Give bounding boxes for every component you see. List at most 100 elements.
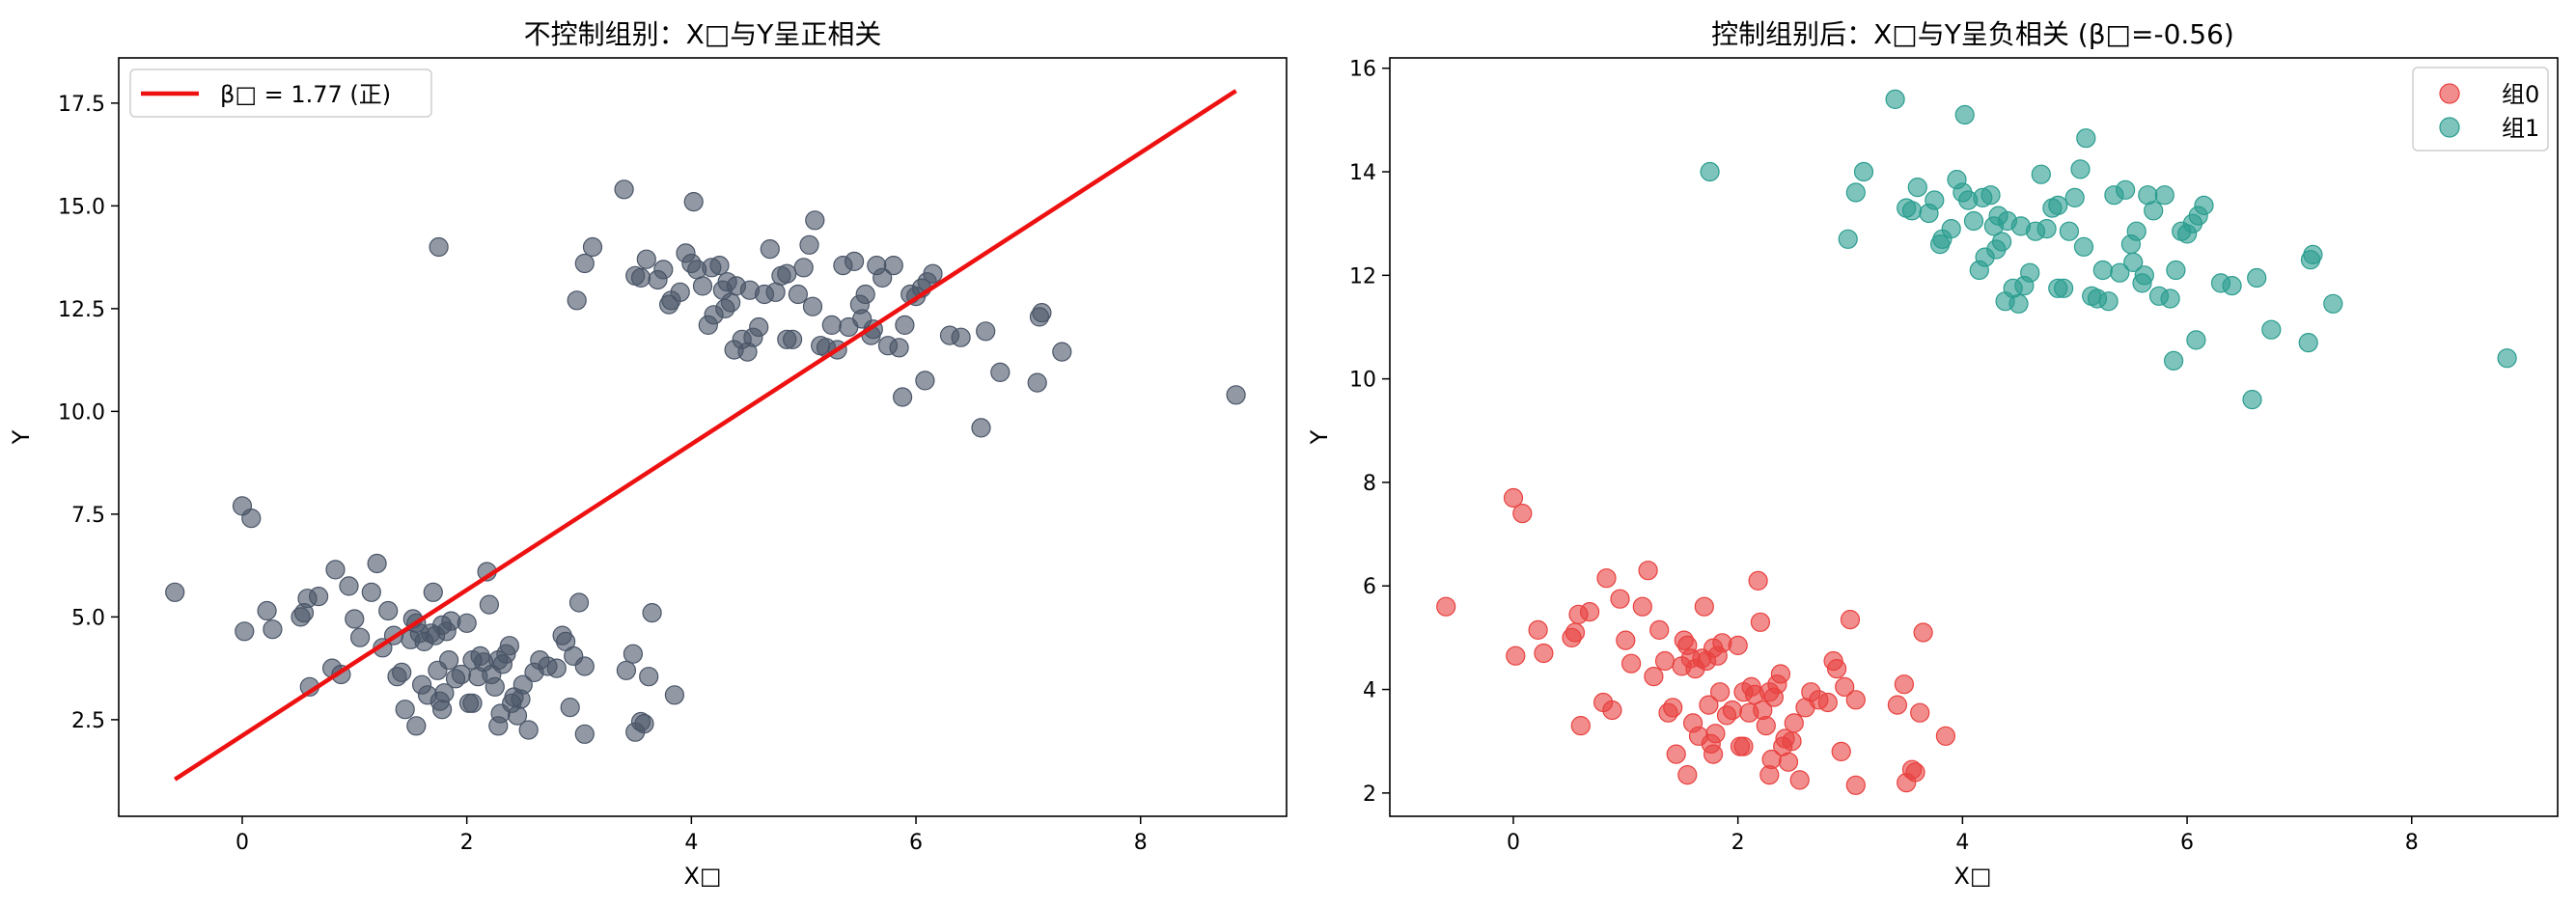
right-scatter-point-s0-86: [1703, 744, 1724, 764]
left-scatter-point-s0-92: [614, 179, 634, 200]
right-scatter-point-s0-82: [1913, 622, 1933, 643]
right-scatter-point-s0-7: [1565, 622, 1586, 643]
right-scatter-point-s1-73: [2261, 319, 2282, 340]
right-x-tick-label-4: 8: [2405, 831, 2419, 855]
right-scatter-point-s0-85: [1677, 764, 1698, 785]
right-scatter-point-s1-70: [2222, 276, 2242, 296]
right-x-axis-ticks: 0 2 4 6 8: [1507, 816, 2419, 855]
right-scatter-point-s1-35: [2036, 219, 2057, 239]
left-scatter-point-s0-86: [432, 700, 453, 720]
right-scatter-point-s0-83: [1935, 726, 1956, 746]
right-scatter-point-s0-19: [1644, 666, 1664, 687]
right-legend-label-group0: 组0: [2502, 81, 2539, 108]
right-y-tick-label-4: 10: [1349, 369, 1376, 393]
right-x-tick-label-1: 2: [1731, 831, 1745, 855]
left-scatter-point-s0-33: [423, 582, 443, 602]
right-legend: 组0 组1: [2412, 67, 2549, 151]
left-scatter-point-s0-166: [1226, 385, 1246, 405]
right-scatter-point-s0-62: [1782, 731, 1802, 752]
left-scatter-point-s0-94: [630, 267, 651, 288]
right-scatter-point-s1-40: [2064, 187, 2085, 207]
left-y-axis-label: Y: [8, 429, 35, 445]
left-scatter-point-s0-5: [263, 619, 283, 640]
left-y-tick-label-3: 10.0: [58, 400, 105, 425]
left-scatter-point-s0-131: [805, 210, 825, 231]
right-scatter-point-s0-53: [1756, 715, 1776, 736]
right-scatter-point-s1-50: [2116, 179, 2136, 200]
right-scatter-point-s1-39: [2059, 221, 2079, 241]
left-scatter-point-s0-17: [361, 582, 381, 602]
left-scatter-point-s0-159: [971, 418, 991, 438]
left-scatter-point-s0-120: [749, 316, 769, 338]
right-scatter-point-s0-73: [1840, 609, 1861, 630]
right-scatter-point-s0-38: [1705, 724, 1726, 744]
right-scatter-point-s0-81: [1910, 702, 1930, 723]
right-scatter-point-s0-11: [1596, 568, 1617, 589]
right-y-tick-label-0: 2: [1363, 783, 1376, 807]
right-scatter-point-s0-12: [1602, 700, 1622, 721]
left-x-tick-label-0: 0: [235, 831, 249, 855]
left-scatter-point-s0-53: [485, 676, 505, 697]
right-scatter-point-s1-1: [1838, 229, 1858, 249]
left-scatter-point-s0-14: [345, 609, 365, 629]
right-scatter-point-s0-44: [1728, 635, 1748, 656]
right-scatter-point-s0-35: [1699, 695, 1719, 715]
right-scatter-point-s1-2: [1845, 182, 1866, 203]
right-scatter-point-s0-68: [1817, 692, 1838, 713]
left-scatter-point-s0-81: [639, 667, 659, 687]
left-plot-frame: [118, 57, 1288, 817]
right-scatter-point-s1-32: [2020, 262, 2040, 283]
left-scatter-point-s0-18: [367, 553, 387, 574]
left-scatter-point-s0-58: [499, 636, 520, 656]
right-x-tick-label-3: 6: [2180, 831, 2194, 855]
right-scatter-point-s0-21: [1654, 650, 1676, 672]
right-scatter-point-s1-0: [1700, 161, 1720, 182]
left-scatter-point-s0-134: [821, 315, 842, 335]
right-scatter-point-s0-15: [1620, 653, 1642, 673]
left-scatter-point-s0-76: [616, 660, 637, 680]
right-scatter-point-s0-20: [1649, 619, 1670, 641]
right-scatter-point-s0-63: [1784, 713, 1804, 733]
right-scatter-point-s1-78: [2497, 348, 2517, 369]
left-scatter-point-s0-158: [951, 327, 971, 347]
right-scatter-point-s1-41: [2070, 159, 2091, 179]
right-scatter-point-s1-59: [2154, 185, 2174, 206]
left-scatter-point-s0-109: [709, 256, 730, 276]
right-scatter-point-s1-21: [1980, 185, 2001, 206]
right-chart-panel: 控制组别后：X□与Y呈负相关 (β□=-0.56) 0 2 4 6 8 2 4 6 8 10 12…: [1306, 18, 2559, 890]
right-y-tick-label-5: 12: [1349, 264, 1376, 289]
left-y-tick-label-1: 5.0: [71, 606, 105, 630]
right-scatter-point-s0-51: [1750, 612, 1771, 632]
right-scatter-point-s1-29: [2008, 293, 2029, 314]
left-scatter-point-s0-127: [788, 284, 809, 305]
left-scatter-point-s0-24: [395, 700, 415, 720]
left-scatter-point-s0-23: [392, 662, 412, 683]
left-scatter-point-s0-84: [488, 716, 509, 736]
right-legend-marker-group1: [2439, 117, 2460, 138]
right-scatter-point-s0-74: [1845, 690, 1866, 710]
left-scatter-point-s0-156: [915, 371, 935, 391]
left-scatter-point-s0-88: [429, 236, 449, 258]
left-scatter-point-s0-129: [799, 234, 819, 255]
left-scatter-point-s0-80: [634, 713, 654, 734]
right-data-points: [1436, 89, 2517, 795]
right-scatter-point-s1-61: [2166, 260, 2186, 281]
left-scatter-point-s0-167: [777, 329, 797, 349]
right-scatter-point-s0-23: [1663, 698, 1683, 718]
right-scatter-point-s0-33: [1694, 596, 1714, 617]
left-scatter-point-s0-103: [683, 192, 704, 212]
left-y-tick-label-2: 7.5: [71, 504, 105, 528]
right-scatter-point-s0-16: [1570, 715, 1591, 736]
left-scatter-point-s0-63: [512, 674, 533, 695]
right-scatter-point-s1-42: [2073, 236, 2094, 257]
left-data-points: [165, 179, 1246, 744]
right-plot-frame: [1389, 57, 2559, 817]
left-scatter-point-s0-149: [895, 315, 915, 335]
right-scatter-point-s1-55: [2134, 265, 2154, 286]
left-scatter-point-s0-91: [582, 236, 603, 258]
right-scatter-point-s1-17: [1963, 210, 1984, 232]
left-x-tick-label-3: 6: [909, 831, 923, 855]
left-scatter-point-s0-113: [720, 292, 741, 313]
left-scatter-point-s0-74: [574, 656, 595, 676]
right-scatter-point-s0-1: [1503, 487, 1524, 508]
